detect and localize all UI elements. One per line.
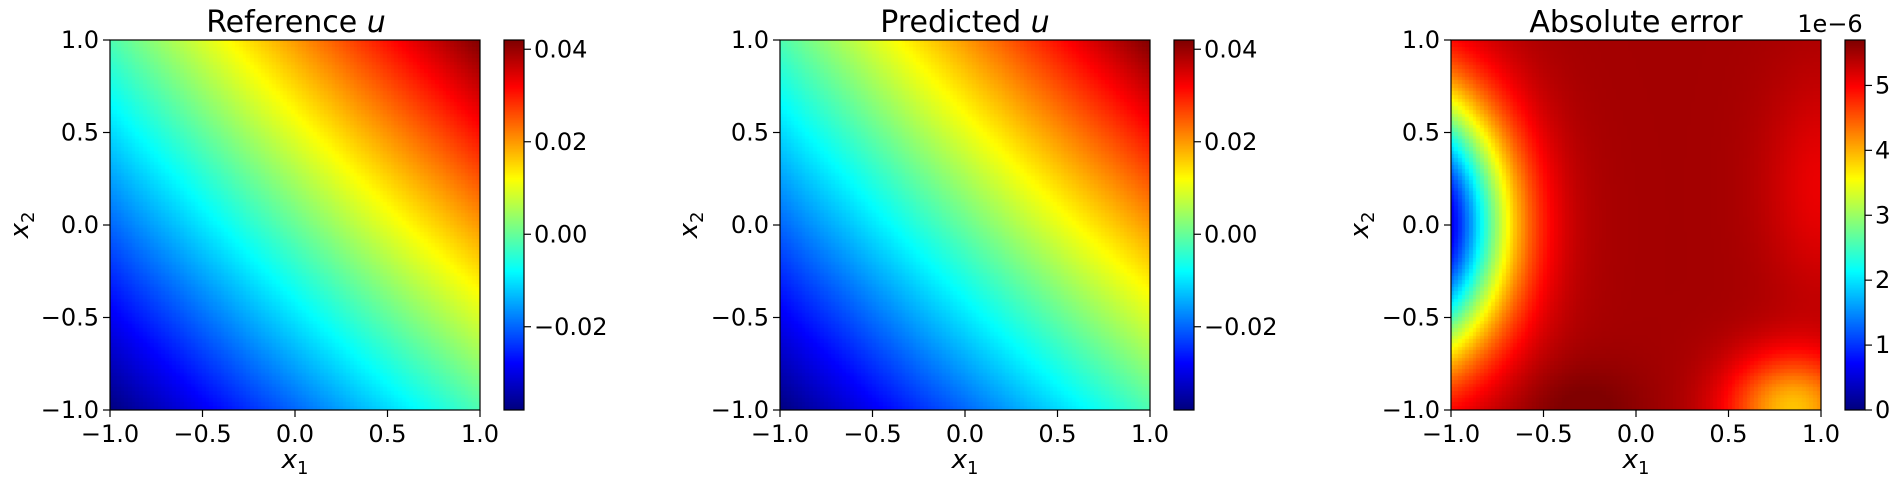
colorbar-tick-label: −0.02 xyxy=(1204,313,1278,341)
colorbar-ticks: 0.04 0.02 0.00 −0.02 xyxy=(524,35,608,341)
y-tick-label: −0.5 xyxy=(41,304,99,332)
y-tick-label: −1.0 xyxy=(41,396,99,424)
y-tick-label: −0.5 xyxy=(711,304,769,332)
colorbar-tick-label: −0.02 xyxy=(534,313,608,341)
panel-title: Reference u xyxy=(206,5,386,40)
panel-title: Absolute error xyxy=(1529,5,1743,40)
x-tick-label: −1.0 xyxy=(751,420,809,448)
y-axis-label: x2 xyxy=(5,212,39,240)
y-tick-label: 1.0 xyxy=(731,26,769,54)
y-tick-label: 1.0 xyxy=(1402,26,1440,54)
x-tick-label: 0.5 xyxy=(1709,420,1747,448)
x-tick-label: −0.5 xyxy=(173,420,231,448)
colorbar-frame xyxy=(1844,39,1866,411)
panel-reference: Reference u −1.0 −0.5 0.0 0.5 1.0 1.00.50.0−… xyxy=(5,5,608,479)
x-tick-label: 1.0 xyxy=(461,420,499,448)
x-axis-label: x1 xyxy=(951,445,979,479)
colorbar-tick-label: 0.04 xyxy=(1204,35,1257,63)
x-axis: −1.0 −0.5 0.0 0.5 1.0 xyxy=(1422,410,1840,448)
colorbar-tick-label: 0.00 xyxy=(1204,220,1257,248)
colorbar-tick-label: 3 xyxy=(1875,201,1890,229)
x-tick-label: −1.0 xyxy=(81,420,139,448)
x-axis-label: x1 xyxy=(1622,445,1650,479)
heatmap-image xyxy=(110,40,480,410)
y-tick-label: −1.0 xyxy=(711,396,769,424)
x-tick-label: 0.0 xyxy=(946,420,984,448)
y-axis-label: x2 xyxy=(674,212,708,240)
x-axis: −1.0 −0.5 0.0 0.5 1.0 xyxy=(751,410,1169,448)
colorbar-image xyxy=(504,40,524,410)
colorbar-tick-label: 0 xyxy=(1875,396,1890,424)
y-tick-label: 1.0 xyxy=(61,26,99,54)
x-tick-label: 0.5 xyxy=(368,420,406,448)
heatmap-image xyxy=(1451,40,1821,410)
y-axis: 1.0 0.5 0.0 −0.5 −1.0 xyxy=(1382,26,1451,424)
y-tick-label: 0.5 xyxy=(61,119,99,147)
y-tick-label: 0.0 xyxy=(731,211,769,239)
y-tick-label: 0.5 xyxy=(1402,119,1440,147)
colorbar-tick-label: 0.02 xyxy=(1204,128,1257,156)
colorbar-frame xyxy=(1173,39,1195,411)
colorbar-tick-label: 0.00 xyxy=(534,220,587,248)
colorbar-image xyxy=(1174,40,1194,410)
x-tick-label: 0.0 xyxy=(1617,420,1655,448)
y-tick-label: 0.0 xyxy=(1402,211,1440,239)
colorbar-ticks: 0.04 0.02 0.00 −0.02 xyxy=(1194,35,1278,341)
x-tick-label: −1.0 xyxy=(1422,420,1480,448)
x-tick-label: 0.5 xyxy=(1038,420,1076,448)
panel-absolute-error: Absolute error −1.0 −0.5 0.0 0.5 1.0 1.0 0.5 0… xyxy=(1345,5,1890,479)
x-tick-label: −0.5 xyxy=(843,420,901,448)
colorbar-image xyxy=(1845,40,1865,410)
y-axis: 1.0 0.5 0.0 −0.5 −1.0 xyxy=(41,26,110,424)
panel-title: Predicted u xyxy=(880,5,1049,40)
colorbar-tick-label: 1 xyxy=(1875,331,1890,359)
y-tick-label: −0.5 xyxy=(1382,304,1440,332)
colorbar-offset-label: 1e−6 xyxy=(1797,10,1862,38)
colorbar-ticks: 5 4 3 2 1 0 xyxy=(1865,71,1890,424)
x-tick-label: −0.5 xyxy=(1514,420,1572,448)
y-axis: 1.0 0.5 0.0 −0.5 −1.0 xyxy=(711,26,780,424)
x-axis-label: x1 xyxy=(281,445,309,479)
colorbar-frame xyxy=(503,39,525,411)
y-axis-label: x2 xyxy=(1345,212,1379,240)
panel-predicted: Predicted u −1.0 −0.5 0.0 0.5 1.0 1.00.50.0−… xyxy=(674,5,1278,479)
y-tick-label: −1.0 xyxy=(1382,396,1440,424)
heatmap-image xyxy=(780,40,1150,410)
colorbar-tick-label: 0.02 xyxy=(534,128,587,156)
colorbar-tick-label: 5 xyxy=(1875,71,1890,99)
x-tick-label: 1.0 xyxy=(1802,420,1840,448)
colorbar-tick-label: 0.04 xyxy=(534,35,587,63)
colorbar-tick-label: 2 xyxy=(1875,266,1890,294)
x-tick-label: 1.0 xyxy=(1131,420,1169,448)
x-axis: −1.0 −0.5 0.0 0.5 1.0 xyxy=(81,410,499,448)
y-tick-label: 0.5 xyxy=(731,119,769,147)
x-tick-label: 0.0 xyxy=(276,420,314,448)
y-tick-label: 0.0 xyxy=(61,211,99,239)
colorbar-tick-label: 4 xyxy=(1875,136,1890,164)
